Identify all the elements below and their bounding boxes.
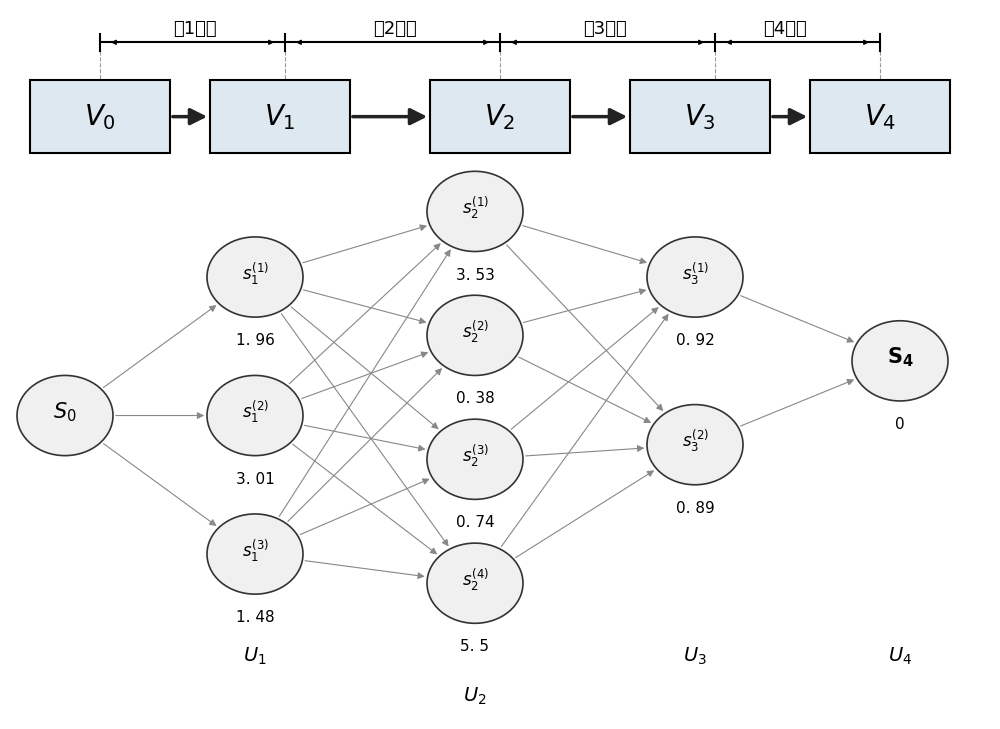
Text: $s_2^{(2)}$: $s_2^{(2)}$	[462, 319, 488, 345]
Text: 0. 38: 0. 38	[456, 391, 494, 407]
Text: $s_1^{(2)}$: $s_1^{(2)}$	[242, 399, 268, 425]
Text: $s_2^{(1)}$: $s_2^{(1)}$	[462, 195, 488, 221]
Text: $U_1$: $U_1$	[243, 646, 267, 667]
Ellipse shape	[647, 237, 743, 317]
Text: $V_4$: $V_4$	[864, 102, 896, 131]
Text: 第2阶段: 第2阶段	[373, 20, 417, 38]
Text: 0: 0	[895, 417, 905, 432]
Text: 第1阶段: 第1阶段	[173, 20, 217, 38]
Text: 3. 53: 3. 53	[456, 268, 494, 283]
Text: $\mathbf{S_4}$: $\mathbf{S_4}$	[887, 346, 913, 369]
FancyBboxPatch shape	[810, 80, 950, 153]
Text: $s_2^{(3)}$: $s_2^{(3)}$	[462, 443, 488, 469]
Ellipse shape	[207, 514, 303, 594]
FancyBboxPatch shape	[30, 80, 170, 153]
Text: 1. 48: 1. 48	[236, 610, 274, 625]
Text: $V_3$: $V_3$	[684, 102, 716, 131]
Ellipse shape	[427, 295, 523, 375]
Text: $V_2$: $V_2$	[484, 102, 516, 131]
Text: 第4阶段: 第4阶段	[763, 20, 807, 38]
Text: $V_0$: $V_0$	[84, 102, 116, 131]
Text: $s_2^{(4)}$: $s_2^{(4)}$	[462, 566, 488, 593]
Ellipse shape	[427, 419, 523, 499]
Ellipse shape	[17, 375, 113, 456]
Text: $U_3$: $U_3$	[683, 646, 707, 667]
Text: 0. 89: 0. 89	[676, 501, 714, 516]
Text: 1. 96: 1. 96	[236, 333, 274, 348]
Ellipse shape	[207, 375, 303, 456]
Ellipse shape	[427, 543, 523, 623]
FancyBboxPatch shape	[210, 80, 350, 153]
Text: 0. 74: 0. 74	[456, 515, 494, 531]
Text: 5. 5: 5. 5	[460, 639, 490, 655]
Text: $s_1^{(3)}$: $s_1^{(3)}$	[242, 537, 268, 564]
Text: 0. 92: 0. 92	[676, 333, 714, 348]
Text: $s_3^{(1)}$: $s_3^{(1)}$	[682, 260, 708, 286]
Text: 3. 01: 3. 01	[236, 472, 274, 487]
Text: $s_3^{(2)}$: $s_3^{(2)}$	[682, 428, 708, 454]
Text: 第3阶段: 第3阶段	[583, 20, 627, 38]
Text: $U_4$: $U_4$	[888, 646, 912, 667]
FancyBboxPatch shape	[430, 80, 570, 153]
Text: $V_1$: $V_1$	[264, 102, 296, 131]
Text: $U_2$: $U_2$	[463, 686, 487, 707]
Ellipse shape	[207, 237, 303, 317]
Text: $s_1^{(1)}$: $s_1^{(1)}$	[242, 260, 268, 286]
Text: $S_0$: $S_0$	[53, 400, 77, 424]
Ellipse shape	[427, 171, 523, 252]
Ellipse shape	[852, 321, 948, 401]
Ellipse shape	[647, 405, 743, 485]
FancyBboxPatch shape	[630, 80, 770, 153]
